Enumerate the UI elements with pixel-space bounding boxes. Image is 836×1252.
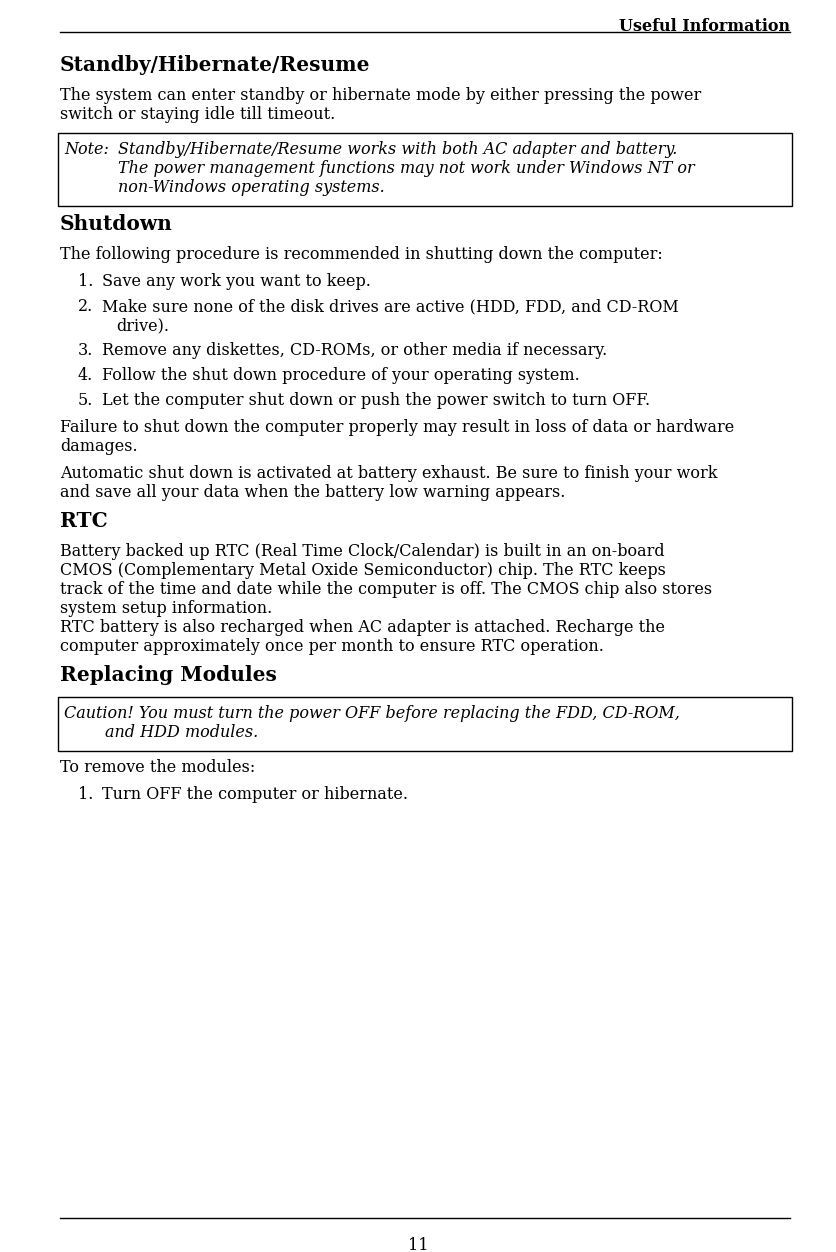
Text: 1.: 1. [78, 273, 94, 290]
Text: Automatic shut down is activated at battery exhaust. Be sure to finish your work: Automatic shut down is activated at batt… [60, 466, 716, 482]
Text: 2.: 2. [78, 298, 93, 316]
Text: Make sure none of the disk drives are active (HDD, FDD, and CD-ROM: Make sure none of the disk drives are ac… [102, 298, 678, 316]
Bar [58, 133, 791, 207]
Text: Shutdown: Shutdown [60, 214, 173, 234]
Text: Save any work you want to keep.: Save any work you want to keep. [102, 273, 370, 290]
Text: 11: 11 [408, 1237, 428, 1252]
Text: Caution! You must turn the power OFF before replacing the FDD, CD-ROM,: Caution! You must turn the power OFF bef… [64, 705, 679, 722]
Text: 1.: 1. [78, 786, 94, 804]
Text: and HDD modules.: and HDD modules. [64, 725, 258, 741]
Bar [58, 697, 791, 751]
Text: 5.: 5. [78, 392, 94, 409]
Text: Battery backed up RTC (Real Time Clock/Calendar) is built in an on-board: Battery backed up RTC (Real Time Clock/C… [60, 543, 664, 561]
Text: non-Windows operating systems.: non-Windows operating systems. [118, 179, 385, 197]
Text: To remove the modules:: To remove the modules: [60, 760, 255, 776]
Text: Follow the shut down procedure of your operating system.: Follow the shut down procedure of your o… [102, 367, 579, 384]
Text: RTC: RTC [60, 511, 108, 531]
Text: Remove any diskettes, CD-ROMs, or other media if necessary.: Remove any diskettes, CD-ROMs, or other … [102, 342, 607, 359]
Text: The following procedure is recommended in shutting down the computer:: The following procedure is recommended i… [60, 247, 662, 263]
Text: switch or staying idle till timeout.: switch or staying idle till timeout. [60, 106, 335, 123]
Text: CMOS (Complementary Metal Oxide Semiconductor) chip. The RTC keeps: CMOS (Complementary Metal Oxide Semicond… [60, 562, 665, 580]
Text: The power management functions may not work under Windows NT or: The power management functions may not w… [118, 160, 694, 177]
Text: drive).: drive). [116, 317, 169, 334]
Text: 3.: 3. [78, 342, 94, 359]
Text: damages.: damages. [60, 438, 137, 456]
Text: Replacing Modules: Replacing Modules [60, 665, 277, 685]
Text: Standby/Hibernate/Resume: Standby/Hibernate/Resume [60, 55, 370, 75]
Text: computer approximately once per month to ensure RTC operation.: computer approximately once per month to… [60, 639, 603, 655]
Text: The system can enter standby or hibernate mode by either pressing the power: The system can enter standby or hibernat… [60, 88, 701, 104]
Text: Failure to shut down the computer properly may result in loss of data or hardwar: Failure to shut down the computer proper… [60, 419, 733, 436]
Text: 4.: 4. [78, 367, 93, 384]
Text: RTC battery is also recharged when AC adapter is attached. Recharge the: RTC battery is also recharged when AC ad… [60, 620, 665, 636]
Text: Let the computer shut down or push the power switch to turn OFF.: Let the computer shut down or push the p… [102, 392, 650, 409]
Text: Turn OFF the computer or hibernate.: Turn OFF the computer or hibernate. [102, 786, 407, 804]
Text: Useful Information: Useful Information [618, 18, 789, 35]
Text: Note:: Note: [64, 141, 109, 158]
Text: Standby/Hibernate/Resume works with both AC adapter and battery.: Standby/Hibernate/Resume works with both… [118, 141, 676, 158]
Text: system setup information.: system setup information. [60, 600, 272, 617]
Text: track of the time and date while the computer is off. The CMOS chip also stores: track of the time and date while the com… [60, 581, 711, 598]
Text: and save all your data when the battery low warning appears.: and save all your data when the battery … [60, 485, 564, 501]
